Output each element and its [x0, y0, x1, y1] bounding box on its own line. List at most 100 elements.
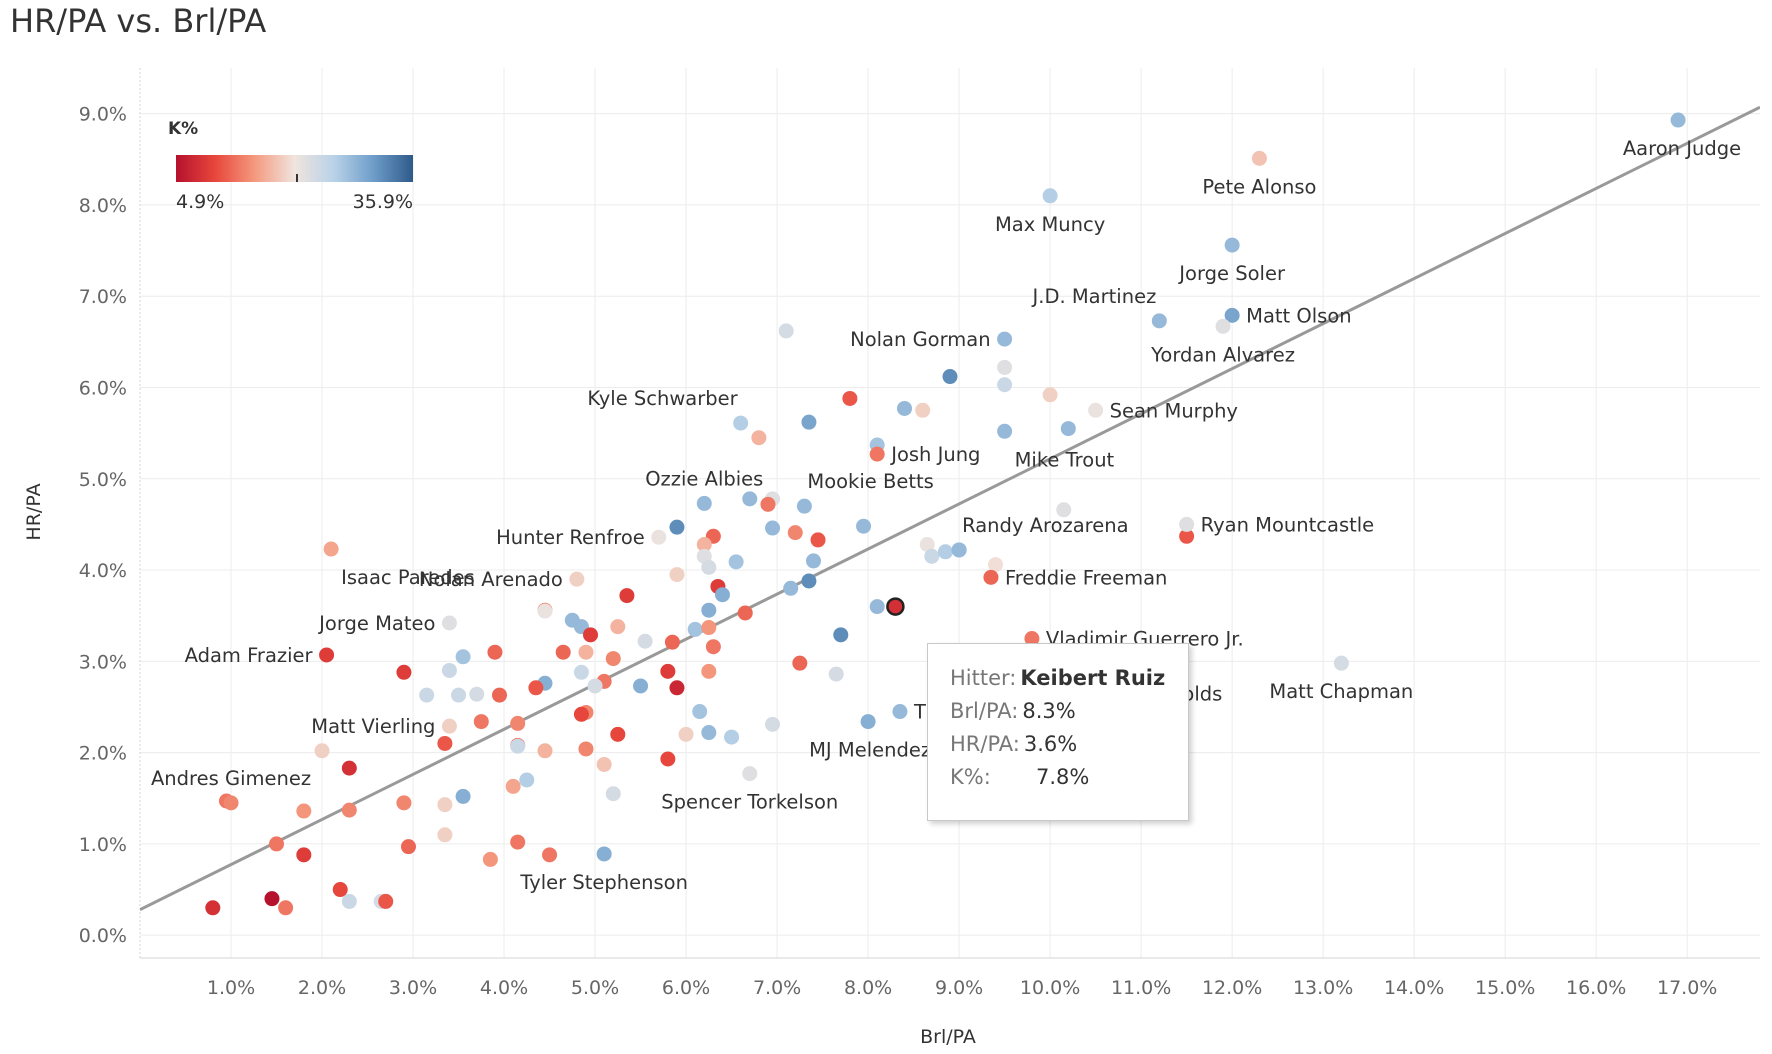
data-point[interactable] — [742, 491, 758, 507]
labeled-data-point[interactable] — [1670, 112, 1686, 128]
labeled-data-point[interactable] — [983, 569, 999, 585]
data-point[interactable] — [264, 891, 280, 907]
data-point[interactable] — [519, 772, 535, 788]
data-point[interactable] — [1042, 387, 1058, 403]
data-point[interactable] — [701, 620, 717, 636]
data-point[interactable] — [441, 662, 457, 678]
data-point[interactable] — [296, 847, 312, 863]
data-point[interactable] — [605, 786, 621, 802]
data-point[interactable] — [737, 605, 753, 621]
labeled-data-point[interactable] — [223, 795, 239, 811]
data-point[interactable] — [692, 704, 708, 720]
data-point[interactable] — [473, 714, 489, 730]
data-point[interactable] — [892, 704, 908, 720]
labeled-data-point[interactable] — [997, 331, 1013, 347]
data-point[interactable] — [664, 634, 680, 650]
highlighted-point[interactable] — [886, 597, 905, 616]
data-point[interactable] — [783, 580, 799, 596]
data-point[interactable] — [469, 686, 485, 702]
data-point[interactable] — [341, 760, 357, 776]
data-point[interactable] — [801, 414, 817, 430]
data-point[interactable] — [833, 627, 849, 643]
data-point[interactable] — [296, 803, 312, 819]
data-point[interactable] — [678, 726, 694, 742]
data-point[interactable] — [573, 706, 589, 722]
data-point[interactable] — [573, 664, 589, 680]
data-point[interactable] — [610, 619, 626, 635]
data-point[interactable] — [578, 644, 594, 660]
labeled-data-point[interactable] — [742, 766, 758, 782]
data-point[interactable] — [437, 735, 453, 751]
data-point[interactable] — [869, 599, 885, 615]
data-point[interactable] — [205, 900, 221, 916]
data-point[interactable] — [988, 557, 1004, 573]
data-point[interactable] — [583, 627, 599, 643]
labeled-data-point[interactable] — [1042, 188, 1058, 204]
labeled-data-point[interactable] — [1251, 150, 1267, 166]
data-point[interactable] — [341, 893, 357, 909]
data-point[interactable] — [487, 644, 503, 660]
labeled-data-point[interactable] — [860, 714, 876, 730]
data-point[interactable] — [997, 359, 1013, 375]
labeled-data-point[interactable] — [951, 542, 967, 558]
labeled-data-point[interactable] — [796, 498, 812, 514]
data-point[interactable] — [696, 536, 712, 552]
data-point[interactable] — [701, 559, 717, 575]
data-point[interactable] — [856, 518, 872, 534]
data-point[interactable] — [669, 680, 685, 696]
data-point[interactable] — [842, 390, 858, 406]
labeled-data-point[interactable] — [441, 718, 457, 734]
data-point[interactable] — [510, 738, 526, 754]
data-point[interactable] — [714, 587, 730, 603]
labeled-data-point[interactable] — [1224, 307, 1240, 323]
data-point[interactable] — [633, 678, 649, 694]
data-point[interactable] — [787, 525, 803, 541]
data-point[interactable] — [660, 663, 676, 679]
data-point[interactable] — [687, 621, 703, 637]
data-point[interactable] — [778, 323, 794, 339]
data-point[interactable] — [669, 519, 685, 535]
data-point[interactable] — [537, 743, 553, 759]
data-point[interactable] — [396, 664, 412, 680]
data-point[interactable] — [937, 544, 953, 560]
data-point[interactable] — [314, 743, 330, 759]
data-point[interactable] — [396, 795, 412, 811]
data-point[interactable] — [510, 834, 526, 850]
data-point[interactable] — [701, 725, 717, 741]
data-point[interactable] — [805, 553, 821, 569]
data-point[interactable] — [765, 716, 781, 732]
data-point[interactable] — [332, 882, 348, 898]
data-point[interactable] — [997, 377, 1013, 393]
data-point[interactable] — [1179, 528, 1195, 544]
data-point[interactable] — [482, 851, 498, 867]
labeled-data-point[interactable] — [733, 415, 749, 431]
data-point[interactable] — [801, 573, 817, 589]
data-point[interactable] — [528, 680, 544, 696]
data-point[interactable] — [701, 602, 717, 618]
data-point[interactable] — [660, 751, 676, 767]
data-point[interactable] — [637, 633, 653, 649]
data-point[interactable] — [765, 520, 781, 536]
data-point[interactable] — [701, 663, 717, 679]
data-point[interactable] — [1056, 502, 1072, 518]
data-point[interactable] — [669, 567, 685, 583]
labeled-data-point[interactable] — [696, 495, 712, 511]
data-point[interactable] — [542, 847, 558, 863]
labeled-data-point[interactable] — [651, 529, 667, 545]
data-point[interactable] — [792, 655, 808, 671]
data-point[interactable] — [437, 797, 453, 813]
data-point[interactable] — [269, 836, 285, 852]
data-point[interactable] — [537, 603, 553, 619]
labeled-data-point[interactable] — [323, 541, 339, 557]
labeled-data-point[interactable] — [1151, 313, 1167, 329]
data-point[interactable] — [578, 741, 594, 757]
data-point[interactable] — [491, 687, 507, 703]
data-point[interactable] — [610, 726, 626, 742]
data-point[interactable] — [341, 802, 357, 818]
labeled-data-point[interactable] — [569, 571, 585, 587]
data-point[interactable] — [555, 644, 571, 660]
data-point[interactable] — [455, 788, 471, 804]
data-point[interactable] — [437, 827, 453, 843]
data-point[interactable] — [810, 532, 826, 548]
labeled-data-point[interactable] — [997, 423, 1013, 439]
